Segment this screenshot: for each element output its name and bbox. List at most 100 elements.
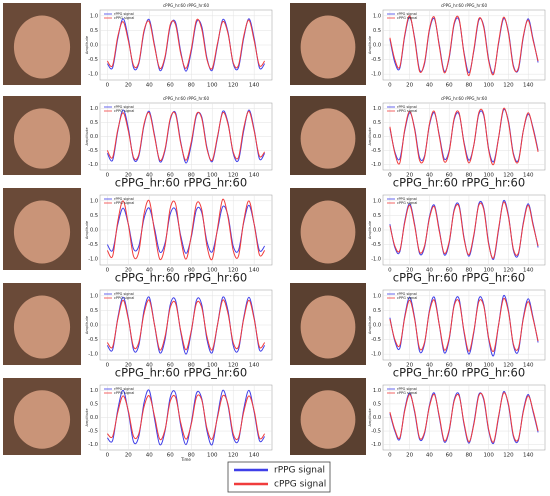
legend-label: rPPG signal xyxy=(397,12,417,16)
y-tick-label: 0.0 xyxy=(373,323,381,329)
y-tick-label: -1.0 xyxy=(88,352,98,358)
legend-label: cPPG signal xyxy=(114,391,134,395)
x-tick-label: 100 xyxy=(483,453,494,459)
signal-line xyxy=(106,204,266,254)
signal-line xyxy=(106,389,266,446)
x-tick-label: 0 xyxy=(388,268,392,274)
x-tick-label: 120 xyxy=(503,268,514,274)
y-tick-label: 0.0 xyxy=(373,415,381,421)
x-tick-label: 60 xyxy=(446,173,453,179)
y-tick-label: 0.5 xyxy=(373,213,381,219)
face-photo-skin xyxy=(13,108,71,169)
y-tick-label: 0.5 xyxy=(90,120,98,126)
y-tick-label: -0.5 xyxy=(371,57,381,63)
x-tick-label: 60 xyxy=(446,268,453,274)
signal-line xyxy=(106,18,266,70)
face-photo-skin xyxy=(300,295,356,359)
y-tick-label: -0.5 xyxy=(88,242,98,248)
face-photo-skin xyxy=(13,390,71,449)
x-tick-label: 60 xyxy=(167,363,174,369)
y-tick-label: 0.5 xyxy=(90,213,98,219)
chart-title: cPPG_hr:60 rPPG_hr:60 xyxy=(393,366,525,380)
x-tick-label: 100 xyxy=(483,268,494,274)
y-tick-label: 0.5 xyxy=(90,308,98,314)
y-tick-label: 1.0 xyxy=(373,13,381,19)
y-tick-label: -0.5 xyxy=(88,337,98,343)
x-tick-label: 100 xyxy=(483,363,494,369)
chart-title: cPPG_hr:60 rPPG_hr:60 xyxy=(441,3,488,8)
x-tick-label: 20 xyxy=(125,83,132,89)
x-tick-label: 80 xyxy=(465,83,472,89)
x-tick-label: 20 xyxy=(406,83,413,89)
x-tick-label: 100 xyxy=(483,173,494,179)
x-tick-label: 40 xyxy=(146,363,153,369)
y-tick-label: 1.0 xyxy=(90,388,98,394)
x-tick-label: 60 xyxy=(167,83,174,89)
x-tick-label: 40 xyxy=(146,453,153,459)
chart-title: cPPG_hr:60 rPPG_hr:60 xyxy=(163,96,210,101)
legend-label: rPPG signal xyxy=(114,292,134,296)
y-tick-label: -0.5 xyxy=(371,429,381,435)
y-tick-label: 0.0 xyxy=(90,228,98,234)
y-tick-label: 0.0 xyxy=(90,323,98,329)
x-tick-label: 140 xyxy=(249,363,260,369)
y-tick-label: 1.0 xyxy=(373,106,381,112)
x-tick-label: 80 xyxy=(465,268,472,274)
y-tick-label: 0.0 xyxy=(90,134,98,140)
y-tick-label: 0.0 xyxy=(373,134,381,140)
legend-label: cPPG signal xyxy=(114,109,134,113)
y-axis-label: Amplitude xyxy=(368,409,372,427)
legend-label: rPPG signal xyxy=(397,197,417,201)
x-tick-label: 20 xyxy=(125,363,132,369)
legend-label: rPPG signal xyxy=(114,197,134,201)
y-axis-label: Amplitude xyxy=(368,316,372,334)
y-tick-label: 1.0 xyxy=(90,198,98,204)
x-tick-label: 80 xyxy=(188,363,195,369)
x-tick-label: 60 xyxy=(167,173,174,179)
x-tick-label: 20 xyxy=(406,173,413,179)
legend-label: rPPG signal xyxy=(397,387,417,391)
x-tick-label: 120 xyxy=(228,453,239,459)
x-tick-label: 120 xyxy=(503,453,514,459)
x-tick-label: 120 xyxy=(228,363,239,369)
chart-title: cPPG_hr:60 rPPG_hr:60 xyxy=(163,3,210,8)
x-tick-label: 0 xyxy=(106,83,110,89)
y-tick-label: -0.5 xyxy=(88,57,98,63)
y-tick-label: -0.5 xyxy=(371,242,381,248)
chart-title: cPPG_hr:60 rPPG_hr:60 xyxy=(115,271,247,285)
y-tick-label: 0.5 xyxy=(373,401,381,407)
x-tick-label: 40 xyxy=(426,453,433,459)
y-tick-label: 1.0 xyxy=(373,293,381,299)
y-tick-label: 1.0 xyxy=(373,198,381,204)
x-tick-label: 80 xyxy=(188,173,195,179)
x-tick-label: 100 xyxy=(207,268,218,274)
y-tick-label: -0.5 xyxy=(371,148,381,154)
face-photo-skin xyxy=(13,15,71,79)
y-axis-label: Amplitude xyxy=(85,316,89,334)
y-axis-label: Amplitude xyxy=(368,36,372,54)
signal-line xyxy=(106,110,266,162)
y-tick-label: 0.5 xyxy=(373,28,381,34)
x-tick-label: 0 xyxy=(388,173,392,179)
x-tick-label: 40 xyxy=(146,173,153,179)
x-tick-label: 20 xyxy=(125,173,132,179)
x-tick-label: 0 xyxy=(106,453,110,459)
x-tick-label: 120 xyxy=(503,83,514,89)
x-tick-label: 40 xyxy=(146,268,153,274)
x-tick-label: 120 xyxy=(503,363,514,369)
y-tick-label: -1.0 xyxy=(88,257,98,263)
x-tick-label: 100 xyxy=(207,453,218,459)
x-tick-label: 140 xyxy=(249,83,260,89)
x-tick-label: 60 xyxy=(167,268,174,274)
x-tick-label: 60 xyxy=(446,453,453,459)
figure-legend-label: cPPG signal xyxy=(274,480,326,490)
signal-line xyxy=(106,198,266,261)
face-photo-skin xyxy=(300,15,356,79)
x-axis-label: Time xyxy=(180,457,191,462)
x-tick-label: 140 xyxy=(249,453,260,459)
chart-title: cPPG_hr:60 rPPG_hr:60 xyxy=(393,176,525,190)
y-tick-label: 1.0 xyxy=(90,293,98,299)
x-tick-label: 80 xyxy=(188,268,195,274)
y-axis-label: Amplitude xyxy=(368,221,372,239)
x-tick-label: 0 xyxy=(106,268,110,274)
